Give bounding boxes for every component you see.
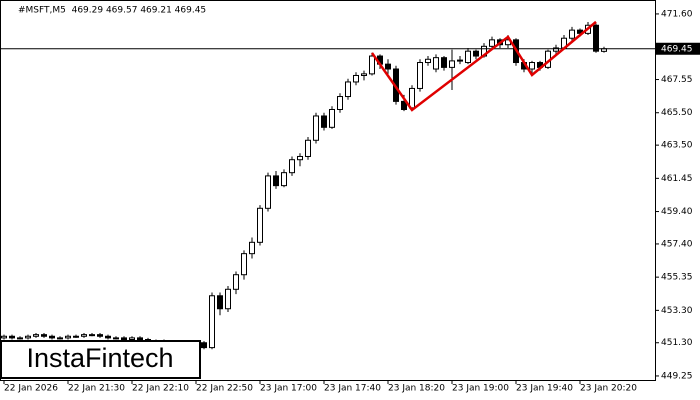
candle-body xyxy=(129,337,135,341)
plot-frame xyxy=(0,0,656,381)
x-tick-label: 23 Jan 18:20 xyxy=(388,384,445,394)
candle-body xyxy=(433,57,439,70)
candle-body xyxy=(41,334,47,337)
current-price-box xyxy=(655,42,700,55)
candle-body xyxy=(401,100,407,110)
candle-body xyxy=(25,335,31,339)
candle-body xyxy=(9,335,15,339)
candle-body xyxy=(569,29,575,39)
candle-body xyxy=(361,73,367,76)
chart-title: #MSFT,M5 469.29 469.57 469.21 469.45 xyxy=(18,6,206,16)
y-tick-label: 463.50 xyxy=(661,141,693,151)
candle-body xyxy=(409,87,415,109)
y-tick-label: 451.30 xyxy=(661,338,693,348)
x-tick-label: 23 Jan 20:20 xyxy=(580,384,637,394)
y-tick-label: 455.35 xyxy=(661,273,693,283)
candle-body xyxy=(441,57,447,68)
x-tick-label: 23 Jan 17:00 xyxy=(260,384,317,394)
candle-body xyxy=(529,62,535,70)
x-tick-label: 22 Jan 2026 xyxy=(4,384,58,394)
candle-body xyxy=(289,159,295,174)
candle-body xyxy=(233,274,239,290)
candle-body xyxy=(353,74,359,83)
candle-body xyxy=(113,337,119,340)
candle-body xyxy=(385,63,391,70)
y-tick-label: 461.45 xyxy=(661,174,693,184)
candle-body xyxy=(489,39,495,47)
candle-body xyxy=(473,50,479,57)
y-tick-label: 471.60 xyxy=(661,9,693,19)
candle-body xyxy=(305,139,311,157)
x-tick-label: 22 Jan 22:10 xyxy=(132,384,189,394)
y-tick-label: 453.30 xyxy=(661,306,693,316)
candle-body xyxy=(449,60,455,68)
candle-body xyxy=(201,342,207,349)
candle-body xyxy=(121,337,127,341)
watermark-box xyxy=(0,340,201,379)
candle-body xyxy=(313,115,319,141)
candle-body xyxy=(73,335,79,338)
candle-body xyxy=(297,155,303,161)
x-tick-label: 23 Jan 19:00 xyxy=(452,384,509,394)
x-tick-label: 22 Jan 21:30 xyxy=(68,384,125,394)
candle-body xyxy=(225,288,231,310)
candle-body xyxy=(337,96,343,110)
candle-body xyxy=(553,47,559,52)
candle-body xyxy=(345,81,351,98)
candle-body xyxy=(57,337,63,340)
candle-body xyxy=(209,295,215,349)
candle-body xyxy=(81,334,87,337)
candle-body xyxy=(281,172,287,187)
y-tick-label: 467.55 xyxy=(661,75,693,85)
candle-body xyxy=(417,62,423,89)
candle-body xyxy=(425,58,431,64)
candle-body xyxy=(1,335,7,339)
candle-body xyxy=(593,24,599,52)
pattern-line xyxy=(370,20,597,112)
candle-body xyxy=(457,59,463,62)
candle-body xyxy=(369,55,375,75)
watermark: InstaFintech xyxy=(26,343,173,373)
candle-body xyxy=(257,207,263,243)
x-tick-label: 23 Jan 17:40 xyxy=(324,384,381,394)
y-tick-label: 449.25 xyxy=(661,371,693,381)
current-price-label: 469.45 xyxy=(661,44,693,54)
candle-body xyxy=(217,295,223,310)
y-tick-label: 457.40 xyxy=(661,239,693,249)
candle-body xyxy=(241,253,247,276)
candle-body xyxy=(49,335,55,339)
candle-body xyxy=(137,337,143,341)
candle-body xyxy=(89,334,95,337)
candle-body xyxy=(105,335,111,339)
candle-body xyxy=(97,334,103,337)
candle-body xyxy=(329,108,335,128)
candle-body xyxy=(65,335,71,339)
x-tick-label: 22 Jan 22:50 xyxy=(196,384,253,394)
candle-body xyxy=(33,334,39,337)
candle-body xyxy=(265,175,271,209)
candle-body xyxy=(17,337,23,340)
candle-body xyxy=(465,50,471,64)
candle-body xyxy=(321,115,327,128)
y-tick-label: 465.50 xyxy=(661,108,693,118)
y-tick-label: 459.40 xyxy=(661,207,693,217)
candle-body xyxy=(249,241,255,255)
candle-body xyxy=(273,175,279,187)
x-tick-label: 23 Jan 19:40 xyxy=(516,384,573,394)
